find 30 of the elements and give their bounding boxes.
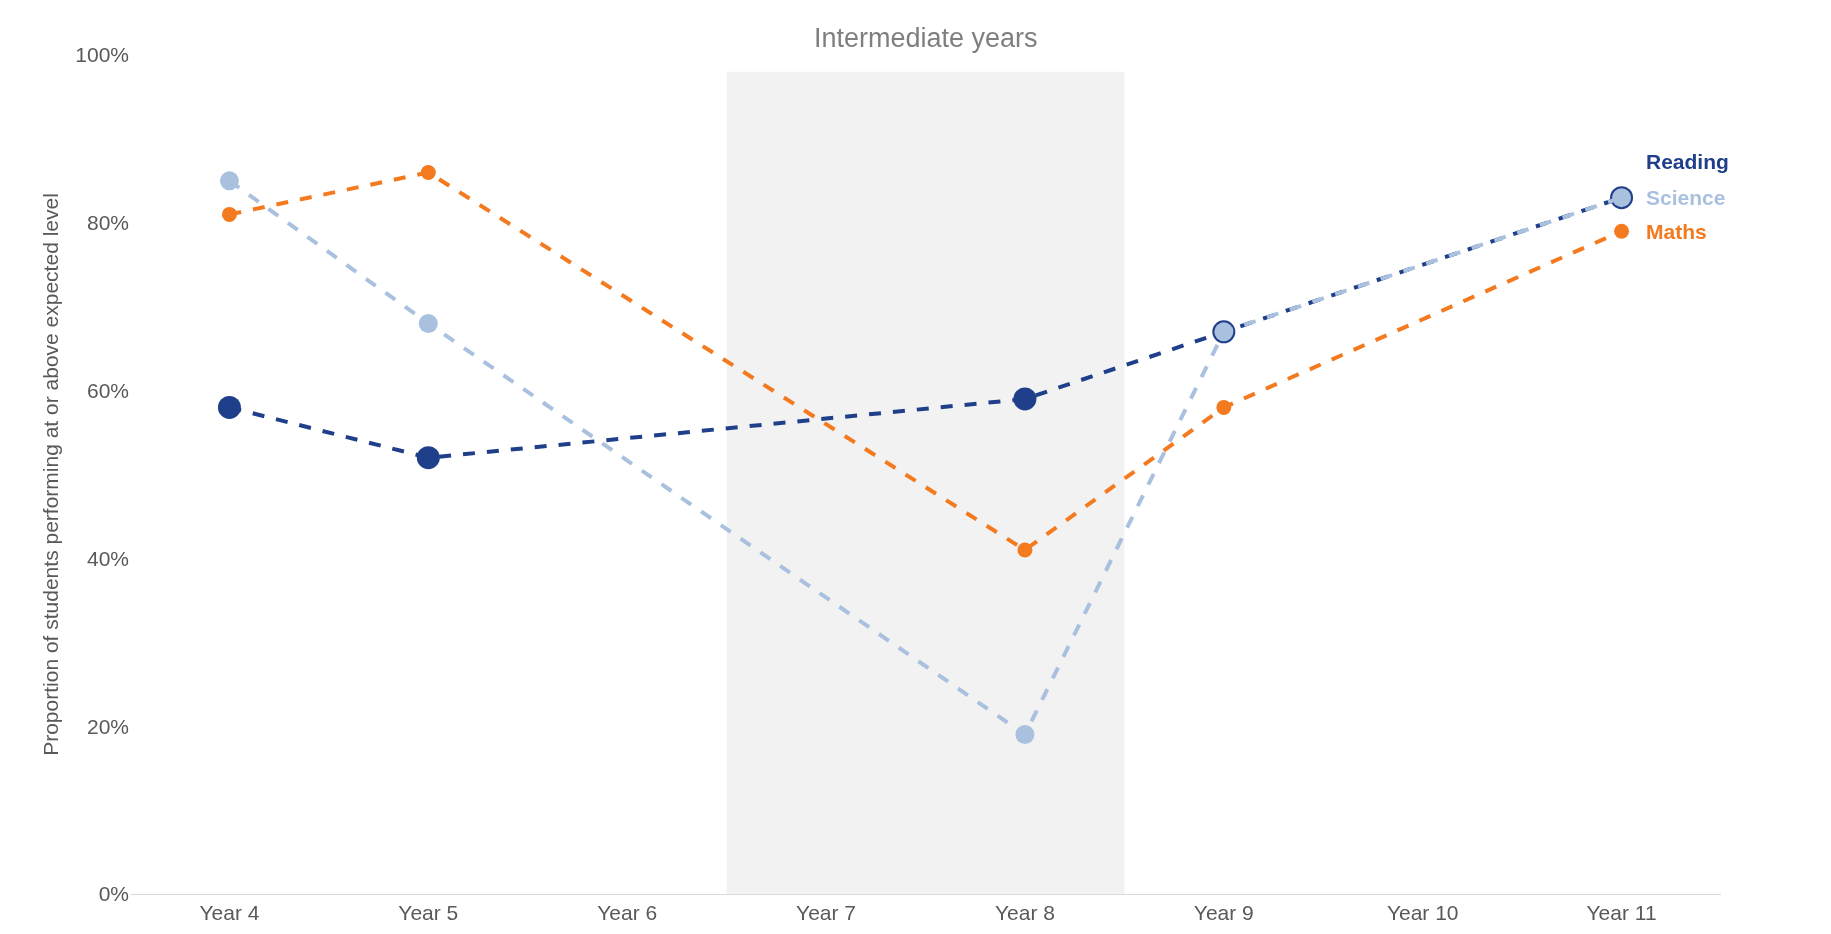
x-tick-label: Year 8 (994, 901, 1055, 925)
y-tick-label: 0% (98, 882, 129, 906)
point (1015, 725, 1035, 745)
x-tick-label: Year 10 (1386, 901, 1459, 925)
x-tick-label: Year 4 (199, 901, 260, 925)
point (219, 171, 239, 191)
y-tick-label: 100% (75, 43, 129, 67)
y-tick-label: 40% (86, 546, 129, 570)
y-tick-label: 20% (86, 714, 129, 738)
point (1614, 223, 1630, 239)
x-tick-label: Year 9 (1193, 901, 1254, 925)
x-tick-label: Year 11 (1586, 901, 1657, 925)
series-label: Maths (1646, 220, 1707, 243)
band-label: Intermediate years (814, 23, 1038, 53)
series-label: Reading (1646, 150, 1729, 173)
series-label: Science (1646, 186, 1726, 209)
y-axis-title: Proportion of students performing at or above expected level (39, 193, 63, 756)
y-tick-label: 60% (86, 378, 129, 402)
point (420, 164, 436, 180)
x-tick-label: Year 5 (398, 901, 459, 925)
point (416, 446, 440, 470)
point (217, 395, 241, 419)
y-tick-label: 80% (86, 211, 129, 235)
point (418, 313, 438, 333)
point (1013, 387, 1037, 411)
point (1216, 399, 1232, 415)
point (1017, 542, 1033, 558)
x-tick-label: Year 6 (597, 901, 658, 925)
point (221, 206, 237, 222)
x-tick-label: Year 7 (796, 901, 857, 925)
